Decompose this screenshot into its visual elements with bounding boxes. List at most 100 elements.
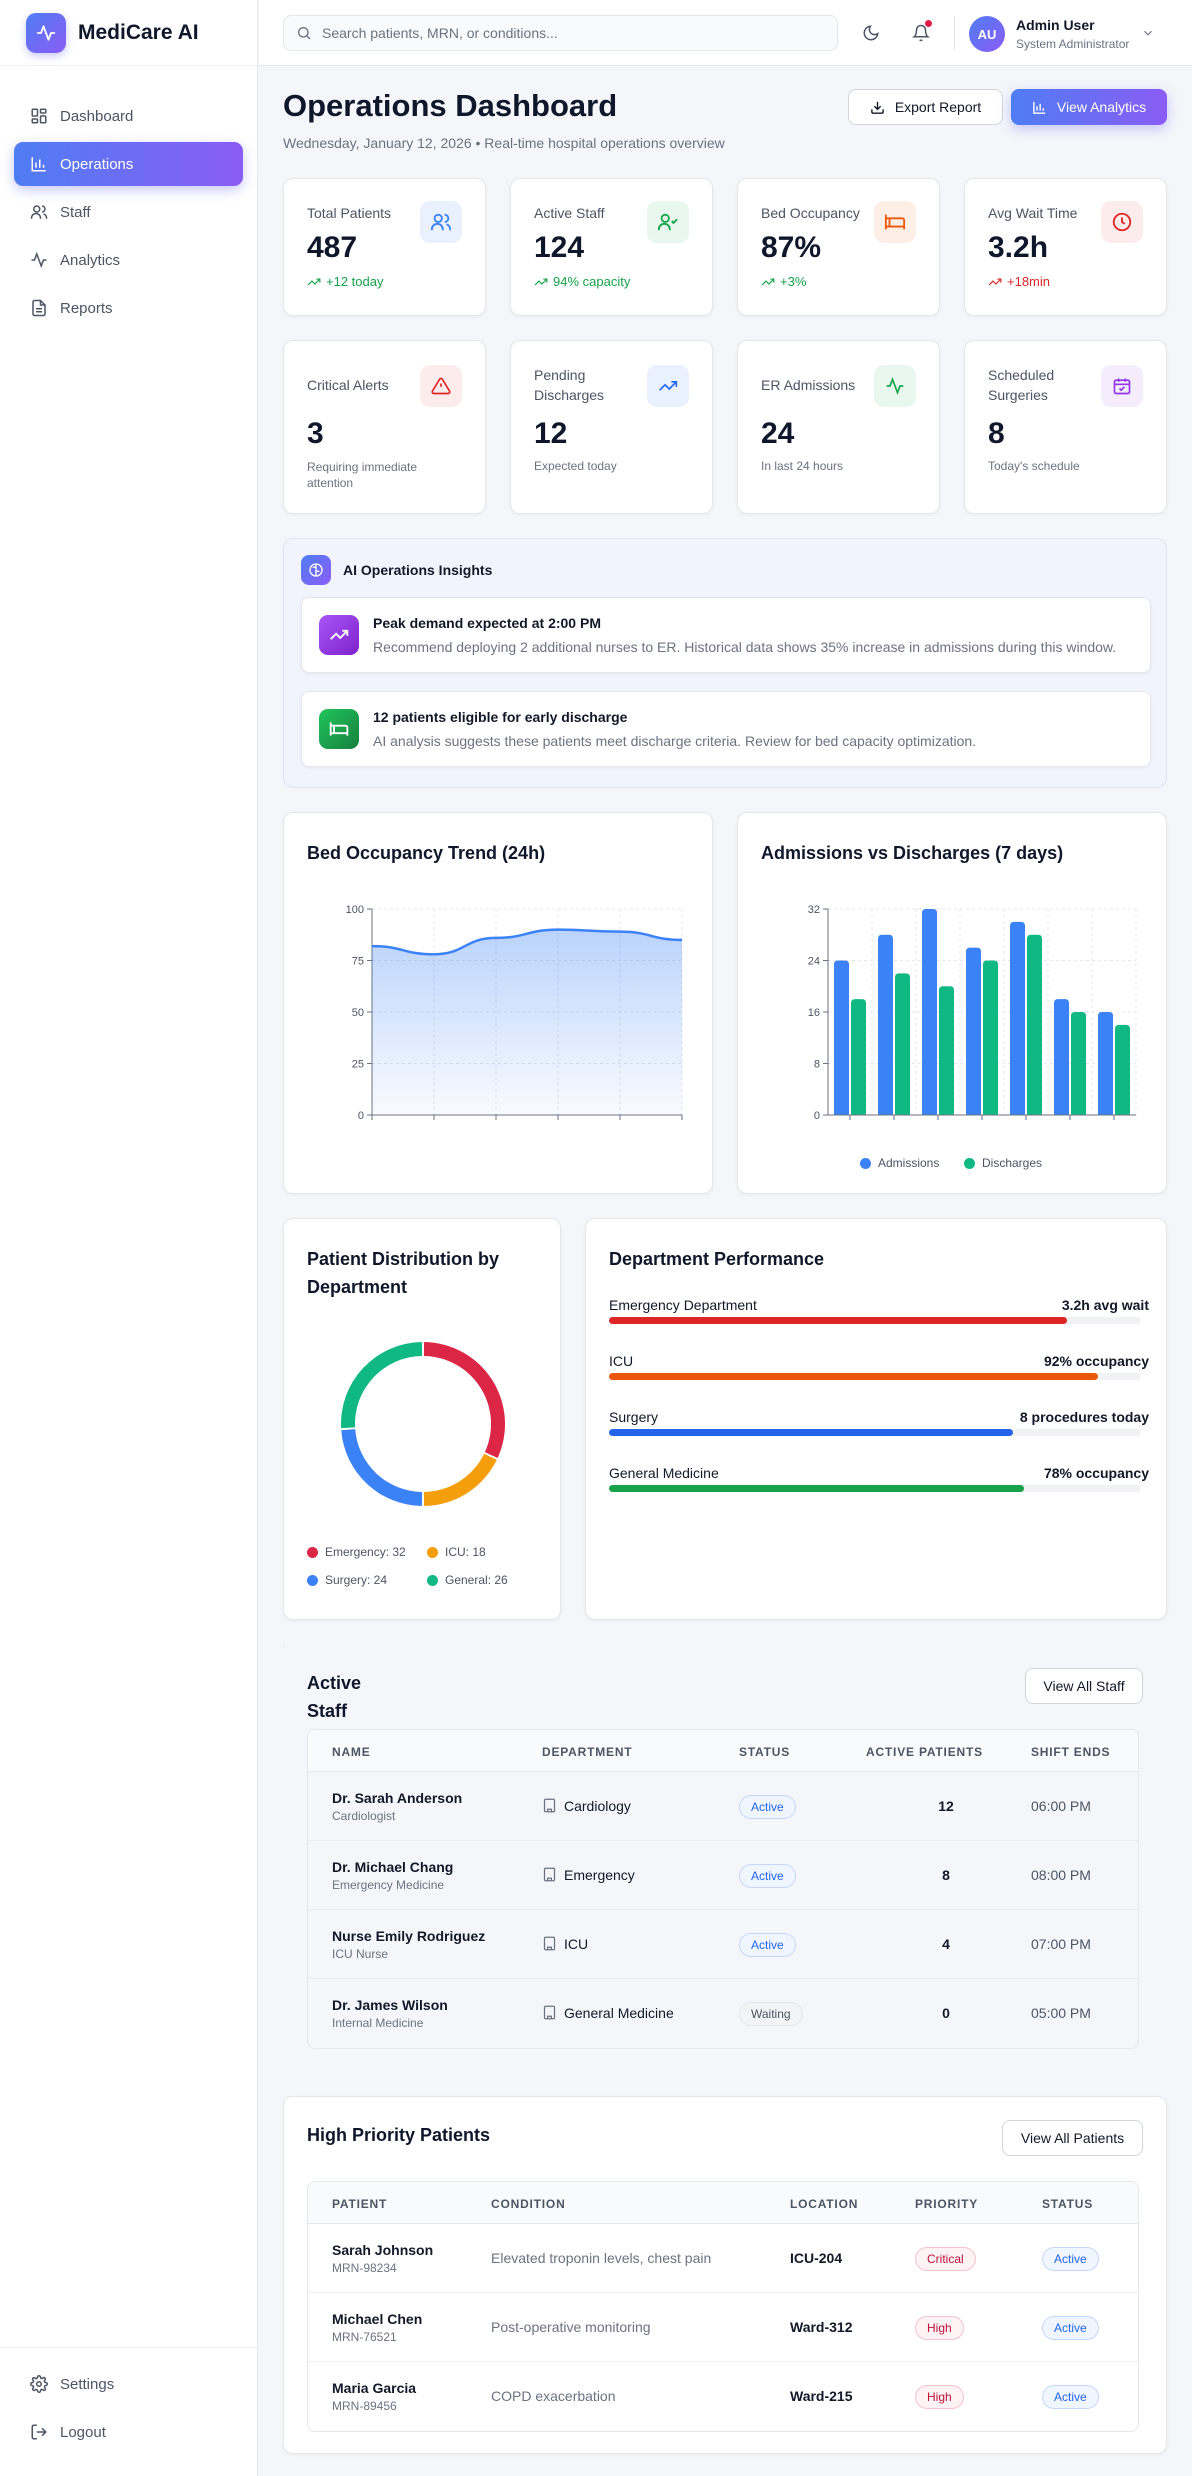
y-tick-label: 24	[808, 956, 820, 968]
stat-card-active-staff[interactable]: Active Staff 124 94% capacity	[510, 178, 713, 316]
staff-name[interactable]: Nurse Emily Rodriguez	[332, 1928, 486, 1944]
bar-admissions-sat[interactable]	[1054, 999, 1069, 1115]
stat-note: Expected today	[534, 459, 617, 473]
staff-name[interactable]: Dr. James Wilson	[332, 1997, 448, 2013]
stat-value: 24	[761, 417, 795, 450]
staff-department: Cardiology	[564, 1798, 631, 1814]
bar-discharges-fri[interactable]	[1027, 934, 1042, 1115]
progress-fill	[609, 1485, 1024, 1492]
status-badge: Active	[739, 1933, 796, 1957]
sidebar-item-analytics[interactable]: Analytics	[14, 238, 243, 282]
view-all-staff-button[interactable]: View All Staff	[1025, 1668, 1143, 1704]
sidebar-item-logout[interactable]: Logout	[14, 2410, 243, 2454]
sidebar-item-staff[interactable]: Staff	[14, 190, 243, 234]
donut-slice-3[interactable]	[341, 1342, 423, 1429]
stat-value: 3.2h	[988, 231, 1049, 264]
sidebar-bottom: Settings Logout	[0, 2347, 257, 2476]
export-report-button[interactable]: Export Report	[848, 89, 1003, 125]
progress-track	[609, 1485, 1141, 1492]
stat-card-total-patients[interactable]: Total Patients 487 +12 today	[283, 178, 486, 316]
bar-chart-icon	[1033, 101, 1045, 114]
staff-name[interactable]: Dr. Sarah Anderson	[332, 1790, 463, 1806]
stat-card-er-admissions[interactable]: ER Admissions 24 In last 24 hours	[737, 340, 940, 514]
table-row[interactable]: Dr. James Wilson Internal Medicine General…	[308, 1979, 1138, 2048]
user-role: System Administrator	[1016, 37, 1130, 51]
table-row[interactable]: Nurse Emily Rodriguez ICU Nurse ICU Active 4…	[308, 1910, 1138, 1979]
trending-up-icon	[534, 278, 548, 285]
donut-slice-0[interactable]	[423, 1342, 505, 1458]
table-row[interactable]: Michael Chen MRN-76521 Post-operative moni…	[308, 2293, 1138, 2362]
brand[interactable]: MediCare AI	[0, 0, 257, 66]
bar-admissions-thu[interactable]	[966, 947, 981, 1115]
file-icon	[32, 299, 46, 317]
status-badge: Waiting	[739, 2002, 803, 2026]
bar-discharges-wed[interactable]	[939, 986, 954, 1115]
bar-discharges-sun[interactable]	[1115, 1024, 1130, 1115]
stat-label: Critical Alerts	[307, 377, 389, 393]
stat-label: Total Patients	[307, 205, 392, 221]
patient-distribution-card: Patient Distribution by Department Emerg…	[283, 1218, 561, 1620]
priority-table-body: Sarah Johnson MRN-98234 Elevated troponin …	[308, 2224, 1138, 2431]
table-row[interactable]: Dr. Sarah Anderson Cardiologist Cardiology…	[308, 1772, 1138, 1841]
avatar[interactable]: AU	[969, 16, 1005, 52]
legend-dot	[307, 1546, 318, 1558]
stat-note: In last 24 hours	[761, 459, 844, 473]
y-tick-label: 16	[808, 1007, 820, 1019]
priority-badge: Critical	[915, 2247, 976, 2271]
status-badge: Active	[1042, 2247, 1099, 2271]
performance-row: Emergency Department 3.2h avg wait	[609, 1297, 1149, 1327]
search-input[interactable]: Search patients, MRN, or conditions...	[283, 15, 838, 51]
bar-discharges-mon[interactable]	[851, 999, 866, 1115]
insight-item[interactable]: 12 patients eligible for early discharge…	[301, 691, 1151, 767]
bar-discharges-sat[interactable]	[1071, 1012, 1086, 1115]
page-title: Operations Dashboard	[283, 88, 618, 123]
stat-value: 3	[307, 417, 324, 450]
staff-department: Emergency	[564, 1867, 635, 1883]
patient-name[interactable]: Maria Garcia	[332, 2380, 417, 2396]
bar-admissions-sun[interactable]	[1098, 1012, 1113, 1115]
stat-card-scheduled-surgeries[interactable]: Scheduled Surgeries 8 Today's schedule	[964, 340, 1167, 514]
theme-toggle-button[interactable]	[857, 19, 885, 47]
donut-slice-2[interactable]	[341, 1429, 423, 1506]
table-row[interactable]: Dr. Michael Chang Emergency Medicine Emerg…	[308, 1841, 1138, 1910]
activity-icon	[874, 365, 916, 407]
sidebar-item-reports[interactable]: Reports	[14, 286, 243, 330]
staff-role: ICU Nurse	[332, 1947, 389, 1961]
table-row[interactable]: Sarah Johnson MRN-98234 Elevated troponin …	[308, 2224, 1138, 2293]
sidebar-item-dashboard[interactable]: Dashboard	[14, 94, 243, 138]
view-analytics-button[interactable]: View Analytics	[1011, 89, 1167, 125]
stat-card-bed-occupancy[interactable]: Bed Occupancy 87% +3%	[737, 178, 940, 316]
bar-admissions-mon[interactable]	[834, 960, 849, 1116]
chevron-down-icon[interactable]	[1141, 26, 1155, 40]
stat-label: Pending Discharges	[534, 367, 605, 403]
insight-description: Recommend deploying 2 additional nurses …	[373, 639, 1117, 655]
column-header: PATIENT	[332, 2197, 388, 2211]
staff-name[interactable]: Dr. Michael Chang	[332, 1859, 454, 1875]
insight-item[interactable]: Peak demand expected at 2:00 PM Recommen…	[301, 597, 1151, 673]
notifications-button[interactable]	[907, 19, 935, 47]
users-icon	[420, 201, 462, 243]
view-all-patients-button[interactable]: View All Patients	[1002, 2120, 1143, 2156]
active-patients-count: 4	[942, 1936, 950, 1952]
donut-slice-1[interactable]	[423, 1453, 497, 1506]
bar-admissions-fri[interactable]	[1010, 921, 1025, 1115]
user-name[interactable]: Admin User	[1016, 17, 1095, 33]
progress-fill	[609, 1429, 1014, 1436]
stat-card-avg-wait[interactable]: Avg Wait Time 3.2h +18min	[964, 178, 1167, 316]
legend-label: Emergency: 32	[325, 1545, 406, 1559]
table-row[interactable]: Maria Garcia MRN-89456 COPD exacerbation Wa…	[308, 2362, 1138, 2431]
sidebar-item-operations[interactable]: Operations	[14, 142, 243, 186]
staff-role: Internal Medicine	[332, 2016, 424, 2030]
patient-name[interactable]: Michael Chen	[332, 2311, 423, 2327]
bar-discharges-thu[interactable]	[983, 960, 998, 1116]
stat-card-pending-discharges[interactable]: Pending Discharges 12 Expected today	[510, 340, 713, 514]
bar-admissions-wed[interactable]	[922, 909, 937, 1115]
bar-discharges-tue[interactable]	[895, 973, 910, 1115]
sidebar-item-settings[interactable]: Settings	[14, 2362, 243, 2406]
high-priority-patients-card: High Priority Patients View All Patients…	[283, 2096, 1167, 2454]
stat-card-critical-alerts[interactable]: Critical Alerts 3 Requiring immediate at…	[283, 340, 486, 514]
clock-icon	[1101, 201, 1143, 243]
section-title: Active Staff	[307, 1673, 362, 1721]
patient-name[interactable]: Sarah Johnson	[332, 2242, 434, 2258]
bar-admissions-tue[interactable]	[878, 934, 893, 1115]
